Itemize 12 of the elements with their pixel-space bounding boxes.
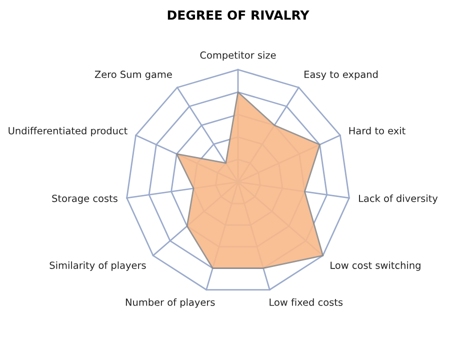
spoke-label: Competitor size <box>200 51 276 61</box>
spoke-label: Number of players <box>126 298 215 308</box>
spoke-label: Low cost switching <box>330 261 420 271</box>
spoke-label: Easy to expand <box>304 70 378 80</box>
spoke-label: Undifferentiated product <box>8 126 128 136</box>
spoke-label: Low fixed costs <box>270 298 343 306</box>
spoke-label: Hard to exit <box>349 126 406 134</box>
spoke-label: Similarity of players <box>50 261 146 271</box>
spoke-label: Storage costs <box>52 194 118 204</box>
spoke-label: Lack of diversity <box>359 194 438 204</box>
chart-title: DEGREE OF RIVALRY <box>168 10 310 20</box>
spoke-label: Zero Sum game <box>94 70 172 80</box>
